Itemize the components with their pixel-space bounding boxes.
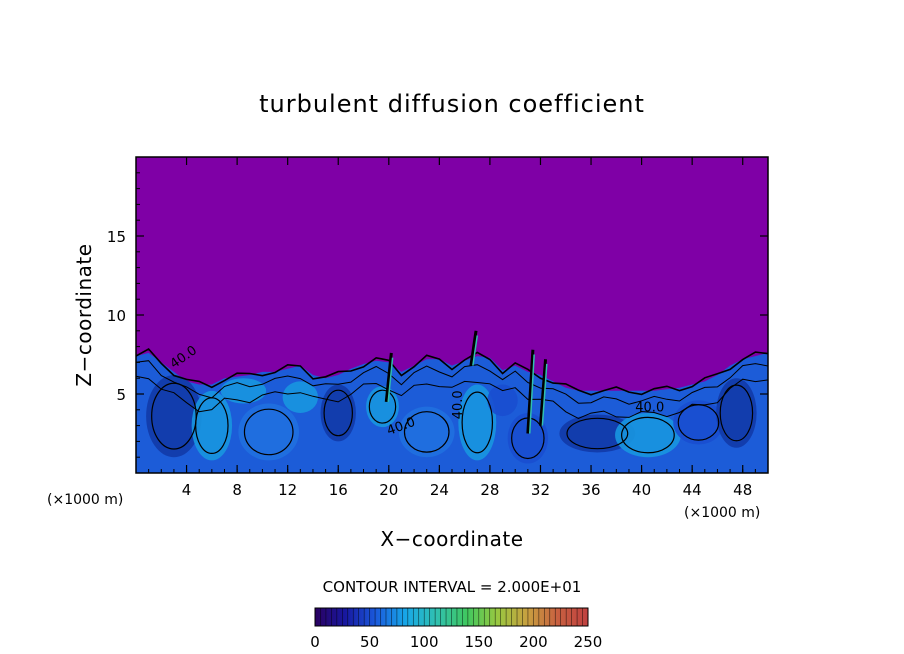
contour-ring: [368, 389, 397, 424]
colorbar-tick-label: 150: [464, 633, 493, 651]
x-tick-label: 36: [581, 481, 600, 499]
contour-line: [136, 347, 768, 396]
plume-line: [538, 359, 548, 426]
x-tick-label: 32: [531, 481, 550, 499]
colorbar-tick-labels: 0 50 100 150 200 250: [310, 633, 602, 651]
y-tick-label: 5: [116, 386, 126, 404]
contour-ring: [195, 397, 229, 455]
contour-ring: [461, 391, 494, 454]
x-axis-label: X−coordinate: [380, 527, 523, 551]
x-unit-right: (×1000 m): [684, 505, 760, 521]
x-unit-left: (×1000 m): [47, 492, 123, 508]
eddy-features: [146, 375, 757, 464]
plume-core: [541, 363, 548, 426]
x-tick-label: 16: [329, 481, 348, 499]
eddy-blob: [366, 386, 399, 428]
x-tick-label: 8: [232, 481, 242, 499]
plume-core: [387, 357, 394, 402]
eddy-blob: [458, 384, 497, 461]
eddy-blob: [559, 414, 636, 453]
plume-line: [384, 352, 393, 403]
contour-interval-text: CONTOUR INTERVAL = 2.000E+01: [323, 578, 582, 596]
contour-ring: [621, 416, 675, 454]
contour-ring: [243, 408, 294, 456]
eddy-blob: [238, 403, 300, 461]
colorbar-tick-label: 200: [519, 633, 548, 651]
x-tick-label: 44: [683, 481, 702, 499]
colorbar-lines: [320, 608, 583, 626]
contour-ring: [719, 384, 754, 442]
plume-core: [472, 335, 479, 366]
contour-ring: [677, 404, 720, 441]
contour-lines: [136, 347, 768, 460]
eddy-blob: [673, 400, 724, 445]
plume-core: [528, 354, 535, 434]
plume-line: [526, 349, 535, 434]
eddy-blob: [615, 412, 681, 458]
contour-ring: [323, 389, 353, 437]
x-tick-label: 20: [379, 481, 398, 499]
y-axis-ticks: 5 10 15: [107, 172, 768, 458]
y-tick-label: 10: [107, 307, 126, 325]
colorbar: 0 50 100 150 200 250: [310, 607, 602, 651]
eddy-blob: [398, 406, 455, 458]
colorbar-tick-label: 250: [574, 633, 603, 651]
eddy-blob: [146, 375, 202, 458]
contour-label: 40.0: [451, 390, 466, 419]
chart-title: turbulent diffusion coefficient: [259, 90, 645, 118]
eddy-blob: [507, 412, 549, 464]
contour-ring: [566, 417, 629, 450]
contour-label: 40.0: [635, 400, 664, 415]
x-tick-label: 12: [278, 481, 297, 499]
y-axis-label: Z−coordinate: [72, 243, 96, 386]
eddy-blob: [487, 384, 518, 417]
eddy-blob: [716, 378, 757, 448]
plume-line: [469, 330, 478, 366]
eddy-blob: [191, 390, 233, 461]
contour-line: [136, 360, 768, 405]
eddy-blob: [282, 381, 319, 413]
contour-ring: [403, 411, 450, 453]
colorbar-tick-label: 100: [410, 633, 439, 651]
eddy-blob: [220, 378, 267, 404]
x-tick-label: 24: [430, 481, 449, 499]
colorbar-tick-label: 0: [310, 633, 320, 651]
x-tick-label: 28: [480, 481, 499, 499]
eddy-blob: [320, 384, 356, 442]
contour-labels: 40.040.040.040.0: [168, 343, 665, 439]
x-axis-ticks: 4 8 12 16 20 24 28 32 36 40 44 48: [148, 157, 756, 499]
plume-features: [384, 330, 548, 434]
contour-line: [136, 375, 768, 419]
x-tick-label: 48: [733, 481, 752, 499]
y-tick-label: 15: [107, 228, 126, 246]
x-tick-label: 40: [632, 481, 651, 499]
colorbar-tick-label: 50: [360, 633, 379, 651]
plot-area: [136, 157, 768, 473]
x-tick-label: 4: [182, 481, 192, 499]
